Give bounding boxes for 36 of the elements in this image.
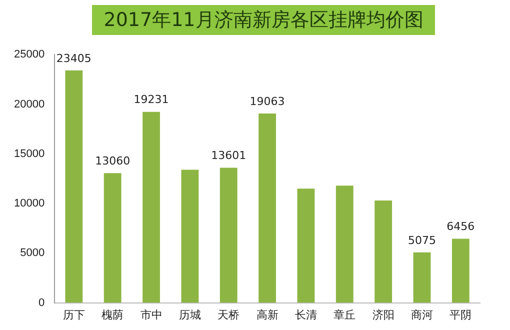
bar	[258, 114, 276, 303]
bar	[297, 188, 315, 303]
y-tick-label: 0	[38, 296, 45, 309]
data-label: 19231	[134, 93, 169, 106]
bar	[65, 70, 83, 303]
bar	[104, 173, 122, 303]
bar	[181, 170, 199, 303]
x-tick-label: 平阴	[450, 309, 472, 322]
x-tick-label: 历下	[62, 309, 85, 322]
y-tick-label: 20000	[14, 98, 45, 110]
bar	[336, 186, 354, 303]
x-tick-label: 市中	[140, 308, 162, 322]
y-tick-label: 10000	[14, 198, 45, 210]
data-label: 23405	[56, 52, 92, 65]
y-tick-label: 25000	[14, 48, 45, 61]
bar	[220, 168, 238, 303]
y-tick-label: 5000	[20, 247, 45, 260]
data-label: 5075	[408, 234, 436, 247]
x-tick-label: 济阳	[372, 308, 394, 322]
x-tick-label: 章丘	[334, 308, 356, 322]
y-tick-label: 15000	[14, 148, 45, 160]
chart-title: 2017年11月济南新房各区挂牌均价图	[92, 5, 435, 35]
bar	[374, 200, 392, 303]
data-label: 19063	[250, 94, 285, 108]
x-tick-label: 高新	[256, 308, 278, 322]
x-tick-label: 天桥	[218, 309, 240, 322]
x-tick-label: 长清	[294, 308, 317, 322]
data-label: 13060	[95, 154, 130, 168]
x-tick-label: 历城	[178, 308, 201, 322]
x-tick-label: 商河	[410, 308, 433, 322]
data-label: 6456	[446, 220, 475, 234]
bar	[452, 238, 470, 303]
bar	[142, 112, 160, 303]
data-label: 13601	[211, 149, 246, 162]
bar	[413, 252, 431, 303]
x-tick-label: 槐荫	[102, 308, 124, 322]
